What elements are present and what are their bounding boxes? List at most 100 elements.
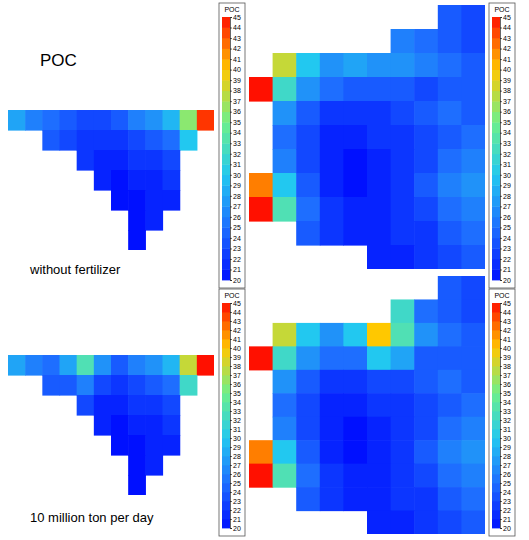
colorbar-tick: 34	[500, 399, 511, 406]
colorbar-tick-label: 21	[233, 266, 241, 273]
heatmap-cell	[320, 393, 344, 417]
heatmap-cell	[296, 173, 320, 198]
colorbar-tick: 30	[230, 172, 241, 179]
heatmap-cell	[414, 101, 438, 126]
colorbar-tick-label: 22	[503, 256, 511, 263]
colorbar-tick-mark	[500, 420, 502, 421]
colorbar-tick-label: 27	[503, 462, 511, 469]
heatmap-cell	[197, 355, 214, 376]
heatmap-cell	[128, 435, 146, 456]
heatmap-cell	[320, 346, 344, 370]
colorbar-tick-label: 40	[233, 345, 241, 352]
colorbar-band	[222, 456, 230, 465]
colorbar-tick-label: 43	[233, 318, 241, 325]
heatmap-cell	[367, 487, 391, 511]
heatmap-cell	[367, 245, 391, 269]
colorbar-tick: 36	[230, 381, 241, 388]
heatmap-cell	[461, 77, 485, 102]
colorbar-tick-label: 20	[233, 277, 241, 284]
colorbar-tick-label: 38	[233, 363, 241, 370]
heatmap-cell	[145, 355, 163, 376]
colorbar-tick: 37	[500, 372, 511, 379]
colorbar-tick-label: 45	[233, 14, 241, 21]
colorbar-tick: 43	[500, 35, 511, 42]
colorbar-tick-mark	[230, 185, 232, 186]
heatmap-cell	[42, 375, 60, 396]
heatmap-cell	[391, 173, 415, 198]
heatmap-cell	[296, 221, 320, 246]
heatmap-cell	[461, 440, 485, 464]
colorbar-tick: 29	[230, 182, 241, 189]
heatmap-cell	[391, 370, 415, 394]
colorbar-tick: 40	[230, 66, 241, 73]
heatmap-cell	[438, 125, 462, 150]
colorbar-tick-mark	[230, 154, 232, 155]
colorbar-tick: 26	[230, 471, 241, 478]
colorbar-band	[492, 133, 500, 144]
colorbar-tick-label: 31	[233, 161, 241, 168]
colorbar-tick: 39	[500, 77, 511, 84]
colorbar-tick-label: 32	[233, 151, 241, 158]
heatmap-cell	[163, 130, 181, 151]
colorbar-tick-mark	[500, 348, 502, 349]
heatmap-cell	[461, 197, 485, 222]
heatmap-cell	[320, 464, 344, 488]
colorbar-tick-mark	[500, 59, 502, 60]
colorbar-tick-mark	[500, 483, 502, 484]
heatmap-cell	[128, 475, 146, 495]
heatmap-cell	[111, 355, 129, 376]
colorbar-tick: 27	[230, 203, 241, 210]
colorbar-tick-label: 32	[503, 151, 511, 158]
colorbar-tick: 25	[230, 480, 241, 487]
colorbar-tick: 33	[230, 408, 241, 415]
heatmap-cell	[296, 370, 320, 394]
heatmap-cell	[273, 101, 297, 126]
colorbar-tick-mark	[230, 438, 232, 439]
colorbar-tick: 29	[500, 444, 511, 451]
colorbar-tick-mark	[500, 38, 502, 39]
colorbar-band	[492, 38, 500, 49]
colorbar-tick-mark	[500, 112, 502, 113]
colorbar-tick-label: 33	[233, 140, 241, 147]
colorbar-tick: 33	[230, 140, 241, 147]
heatmap-cell	[77, 355, 95, 376]
colorbar-band	[222, 269, 230, 280]
colorbar-band	[492, 269, 500, 280]
heatmap-cell	[438, 29, 462, 54]
colorbar-tick-mark	[500, 384, 502, 385]
colorbar-band	[222, 112, 230, 123]
colorbar-tick-mark	[500, 330, 502, 331]
heatmap-cell	[77, 395, 95, 416]
heatmap-cell	[249, 173, 273, 198]
colorbar-tick-label: 23	[503, 245, 511, 252]
colorbar-band	[222, 510, 230, 519]
colorbar-tick-mark	[500, 70, 502, 71]
heatmap-cell	[296, 464, 320, 488]
colorbar-tick-label: 27	[503, 203, 511, 210]
heatmap-cell	[391, 53, 415, 78]
colorbar-tick: 37	[500, 98, 511, 105]
colorbar-tick-mark	[500, 175, 502, 176]
colorbar-tick-label: 21	[233, 516, 241, 523]
colorbar-tick-mark	[500, 411, 502, 412]
heatmap-cell	[414, 77, 438, 102]
heatmap-cell	[320, 149, 344, 174]
heatmap-cell	[163, 170, 181, 191]
heatmap-cell	[320, 197, 344, 222]
colorbar-band	[222, 339, 230, 348]
heatmap-cell	[94, 130, 112, 151]
colorbar-tick-label: 34	[503, 129, 511, 136]
heatmap-cell	[461, 245, 485, 269]
colorbar-tick: 23	[500, 498, 511, 505]
colorbar-tick-mark	[500, 80, 502, 81]
colorbar-tick-label: 40	[503, 66, 511, 73]
heatmap-cell	[145, 170, 163, 191]
heatmap-cell	[461, 125, 485, 150]
colorbar-tick: 40	[500, 66, 511, 73]
heatmap-cell	[438, 173, 462, 198]
colorbar-tick-mark	[500, 501, 502, 502]
colorbar-tick: 36	[500, 381, 511, 388]
heatmap-cell	[145, 150, 163, 171]
heatmap-cell	[296, 393, 320, 417]
heatmap-cell	[461, 53, 485, 78]
